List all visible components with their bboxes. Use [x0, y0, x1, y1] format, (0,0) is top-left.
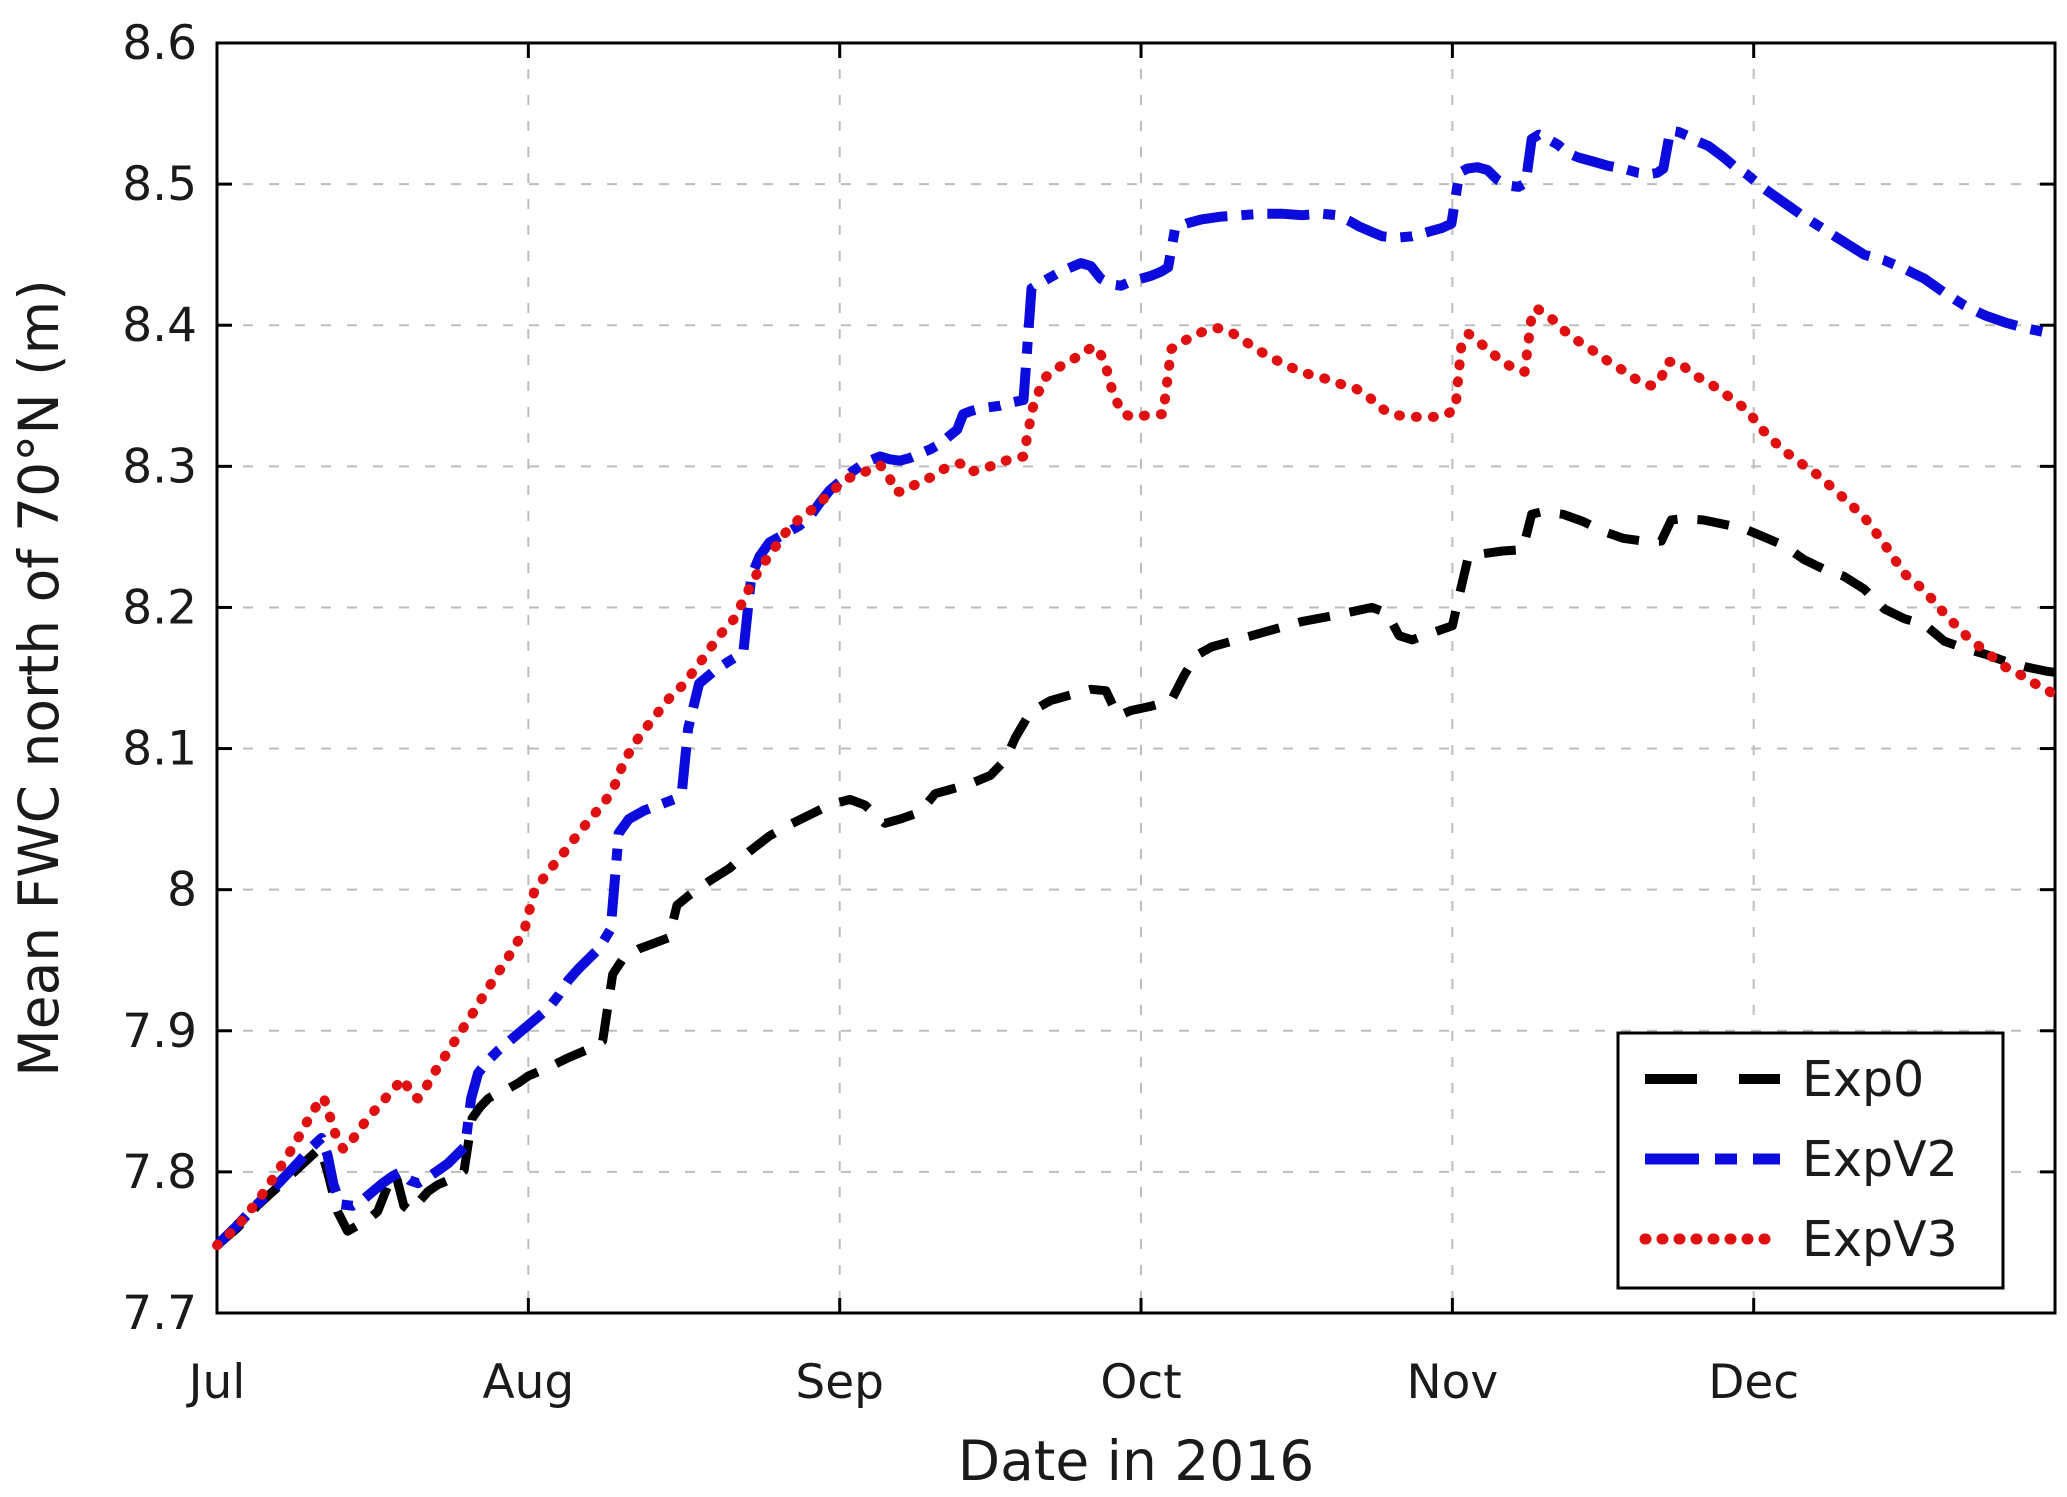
y-tick-labels: 7.7 7.8 7.9 8 8.1 8.2 8.3 8.4 8.5 8.6 [122, 16, 197, 1341]
legend-label-expv2: ExpV2 [1802, 1131, 1958, 1188]
x-tick-label: Oct [1100, 1355, 1181, 1410]
x-tick-label: Sep [795, 1355, 884, 1410]
y-tick-label: 8.6 [122, 16, 197, 71]
y-axis-label: Mean FWC north of 70°N (m) [7, 279, 71, 1076]
y-tick-label: 7.8 [122, 1145, 197, 1200]
legend-label-exp0: Exp0 [1802, 1051, 1924, 1108]
x-tick-label: Aug [482, 1355, 574, 1410]
legend: Exp0 ExpV2 ExpV3 [1616, 1031, 2005, 1290]
y-tick-label: 8.2 [122, 580, 197, 635]
expv2-line [213, 125, 2057, 1249]
x-tick-label: Jul [186, 1355, 246, 1410]
y-tick-label: 8.3 [122, 439, 197, 494]
data-series [212, 125, 2060, 1251]
x-tick-label: Dec [1708, 1355, 1799, 1410]
y-tick-label: 8.5 [122, 157, 197, 212]
y-tick-label: 7.9 [122, 1004, 197, 1059]
y-tick-label: 8 [167, 863, 197, 918]
x-axis-label: Date in 2016 [958, 1429, 1315, 1493]
legend-label-expv3: ExpV3 [1802, 1211, 1958, 1268]
y-tick-label: 8.4 [122, 298, 197, 353]
x-tick-label: Nov [1407, 1355, 1499, 1410]
y-tick-label: 8.1 [122, 722, 197, 777]
plot-border [215, 41, 2057, 1315]
exp0-line [214, 507, 2056, 1249]
expv3-line [212, 303, 2060, 1251]
y-tick-label: 7.7 [122, 1286, 197, 1341]
x-tick-labels: Jul Aug Sep Oct Nov Dec [186, 1355, 1800, 1410]
